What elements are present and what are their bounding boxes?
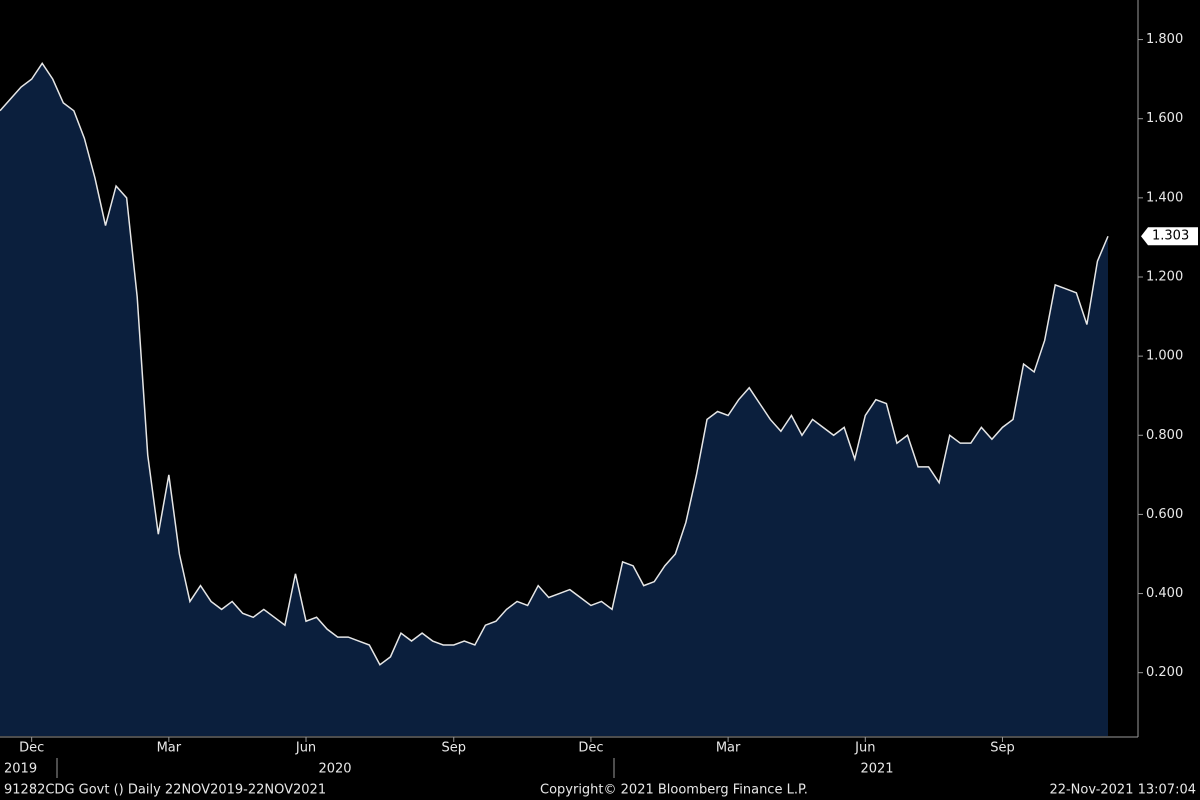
y-tick-label: 0.200 [1146,665,1183,680]
x-tick-label: Sep [441,741,466,756]
x-tick-label: Dec [19,741,44,756]
y-tick-label: 0.400 [1146,586,1183,601]
x-tick-label: Sep [990,741,1015,756]
y-tick-label: 1.000 [1146,349,1183,364]
last-value-label: 1.303 [1152,229,1189,244]
footer-copyright: Copyright© 2021 Bloomberg Finance L.P. [540,783,808,798]
x-tick-label: Dec [578,741,603,756]
area-fill [0,63,1108,737]
year-label: 2021 [860,762,893,777]
y-tick-label: 1.400 [1146,190,1183,205]
last-value-flag [1141,227,1198,246]
y-tick-label: 1.200 [1146,269,1183,284]
x-tick-label: Mar [716,741,741,756]
x-tick-label: Jun [295,741,316,756]
year-label: 2019 [4,762,37,777]
y-tick-label: 1.800 [1146,32,1183,47]
x-tick-label: Jun [854,741,875,756]
x-tick-label: Mar [157,741,182,756]
y-tick-label: 1.600 [1146,111,1183,126]
line [0,61,1109,666]
y-tick-label: 0.800 [1146,428,1183,443]
footer-security: 91282CDG Govt () Daily 22NOV2019-22NOV20… [4,783,326,798]
year-label: 2020 [318,762,351,777]
y-tick-label: 0.600 [1146,507,1183,522]
footer-timestamp: 22-Nov-2021 13:07:04 [1049,783,1196,798]
